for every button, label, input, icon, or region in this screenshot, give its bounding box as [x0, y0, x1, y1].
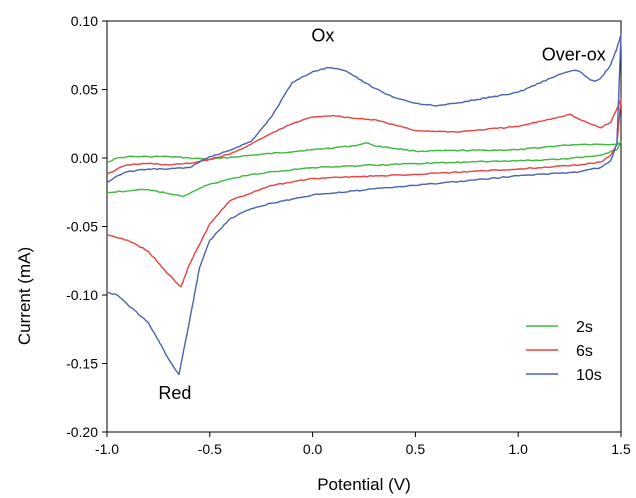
x-tick-label: 0.5	[406, 441, 426, 457]
annotation-layer: Ox Over-ox Red	[158, 26, 605, 404]
y-axis-ticks: 0.10 0.05 0.00 -0.05 -0.10 -0.15 -0.20	[66, 13, 107, 440]
legend-label-6s: 6s	[576, 343, 593, 360]
y-tick-label: -0.20	[66, 424, 98, 440]
y-tick-label: -0.05	[66, 219, 98, 235]
y-axis-title: Current (mA)	[15, 247, 34, 345]
legend-label-2s: 2s	[576, 319, 593, 336]
y-tick-label: -0.10	[66, 287, 98, 303]
y-tick-label: -0.15	[66, 356, 98, 372]
x-axis-title: Potential (V)	[317, 475, 411, 494]
legend-label-10s: 10s	[576, 367, 602, 384]
y-tick-label: 0.05	[71, 82, 98, 98]
series-line-10s	[107, 35, 621, 375]
x-tick-label: 0.0	[303, 441, 323, 457]
series-line-6s	[107, 99, 621, 287]
y-tick-label: 0.00	[71, 150, 98, 166]
x-tick-label: -0.5	[198, 441, 222, 457]
annotation-over-ox: Over-ox	[542, 45, 606, 65]
x-axis-ticks: -1.0 -0.5 0.0 0.5 1.0 1.5	[95, 432, 631, 457]
y-tick-label: 0.10	[71, 13, 98, 29]
annotation-red: Red	[158, 383, 191, 403]
series-layer	[107, 35, 621, 375]
legend: 2s 6s 10s	[526, 319, 602, 384]
x-tick-label: 1.0	[508, 441, 528, 457]
series-line-2s	[107, 142, 621, 197]
annotation-ox: Ox	[311, 26, 334, 46]
x-tick-label: -1.0	[95, 441, 119, 457]
x-tick-label: 1.5	[611, 441, 631, 457]
